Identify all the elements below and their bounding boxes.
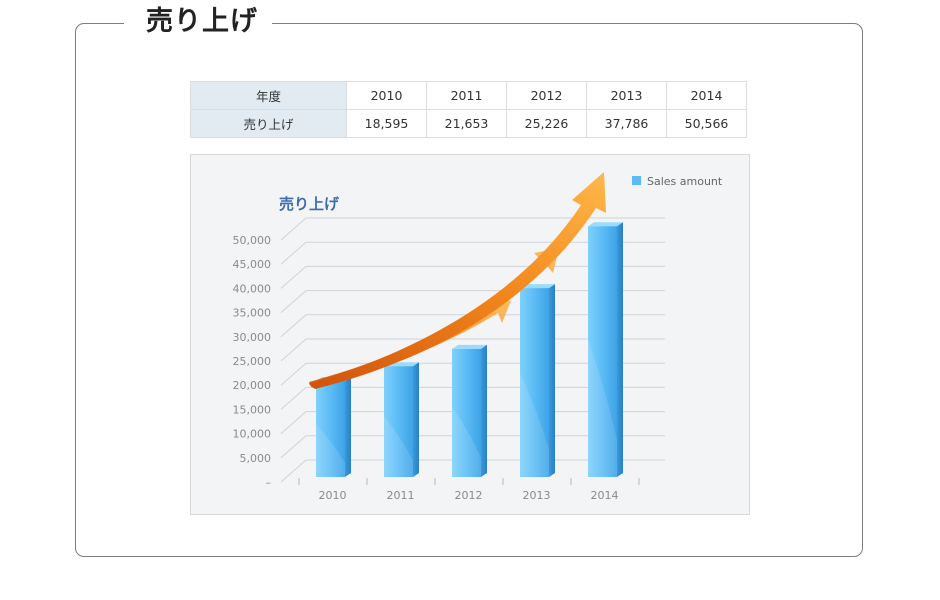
- bar: [316, 377, 351, 477]
- grid-line: [280, 435, 307, 459]
- table-value-cell: 21,653: [426, 109, 507, 138]
- table-year-cell: 2010: [346, 81, 427, 110]
- y-tick-label: 45,000: [233, 258, 272, 271]
- table-header-row: 年度 2010 2011 2012 2013 2014: [190, 81, 747, 110]
- grid-line: [280, 362, 307, 386]
- y-tick-label: 5,000: [240, 452, 272, 465]
- table-year-cell: 2014: [666, 81, 747, 110]
- chart-panel: 売り上げ – 5,000 10,000 15,000 20,000 25,000 30,00…: [190, 154, 750, 515]
- chart-title: 売り上げ: [279, 195, 340, 213]
- legend-swatch: [632, 176, 641, 185]
- grid-line: [280, 459, 307, 483]
- grid-line: [280, 241, 307, 265]
- sales-table: 年度 2010 2011 2012 2013 2014 売り上げ 18,595 …: [190, 81, 747, 138]
- table-row-label: 売り上げ: [190, 109, 347, 138]
- bar: [384, 362, 419, 477]
- y-tick-label: 20,000: [233, 379, 272, 392]
- grid-line: [280, 387, 307, 410]
- y-tick-label: –: [266, 476, 272, 489]
- grid-line: [280, 290, 307, 313]
- sales-chart: 売り上げ – 5,000 10,000 15,000 20,000 25,000 30,00…: [233, 172, 723, 502]
- x-tick-label: 2013: [523, 489, 551, 502]
- x-tick-label: 2014: [591, 489, 619, 502]
- grid-line: [280, 338, 307, 362]
- table-year-cell: 2013: [586, 81, 667, 110]
- table-header-label: 年度: [190, 81, 347, 110]
- y-tick-label: 25,000: [233, 355, 272, 368]
- y-tick-label: 15,000: [233, 403, 272, 416]
- table-value-cell: 18,595: [346, 109, 427, 138]
- bar: [520, 284, 555, 477]
- grid-line: [280, 266, 307, 289]
- grid-line: [280, 217, 307, 241]
- y-tick-label: 40,000: [233, 282, 272, 295]
- chart-legend: Sales amount: [632, 175, 723, 188]
- grid-line: [280, 314, 307, 338]
- table-year-cell: 2012: [506, 81, 587, 110]
- x-tick-label: 2010: [319, 489, 347, 502]
- y-tick-label: 30,000: [233, 331, 272, 344]
- x-tick-label: 2012: [455, 489, 483, 502]
- page-title: 売り上げ: [124, 2, 272, 42]
- table-row: 売り上げ 18,595 21,653 25,226 37,786 50,566: [190, 109, 747, 138]
- section-frame: [75, 23, 863, 557]
- table-value-cell: 37,786: [586, 109, 667, 138]
- legend-label: Sales amount: [647, 175, 723, 188]
- bar: [588, 222, 623, 477]
- grid-line: [280, 411, 307, 434]
- y-tick-label: 35,000: [233, 307, 272, 320]
- table-value-cell: 50,566: [666, 109, 747, 138]
- y-tick-label: 50,000: [233, 234, 272, 247]
- table-value-cell: 25,226: [506, 109, 587, 138]
- growth-arrow-icon: [309, 172, 606, 389]
- x-tick-label: 2011: [387, 489, 415, 502]
- bar: [452, 344, 487, 477]
- table-year-cell: 2011: [426, 81, 507, 110]
- y-tick-label: 10,000: [233, 428, 272, 441]
